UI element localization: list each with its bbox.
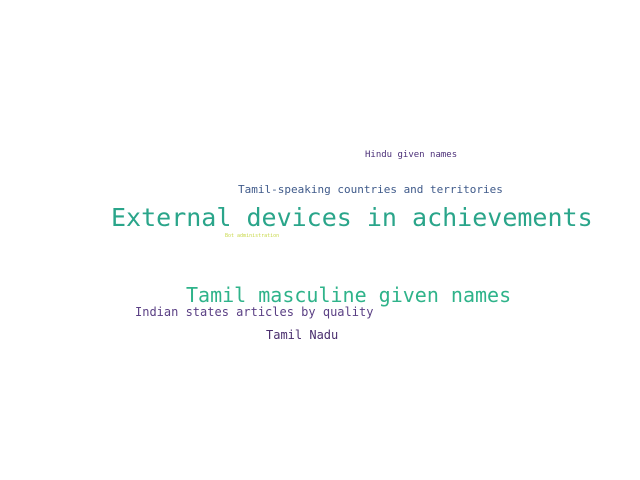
word-external-devices: External devices in achievements [111, 203, 593, 232]
word-tamil-nadu: Tamil Nadu [266, 328, 339, 342]
word-bot-administration: Bot administration [225, 233, 280, 239]
word-hindu-given-names: Hindu given names [365, 150, 458, 160]
word-tamil-speaking-countries: Tamil-speaking countries and territories [238, 183, 503, 196]
word-tamil-masculine-given-names: Tamil masculine given names [186, 283, 512, 307]
word-indian-states-articles: Indian states articles by quality [135, 305, 374, 319]
